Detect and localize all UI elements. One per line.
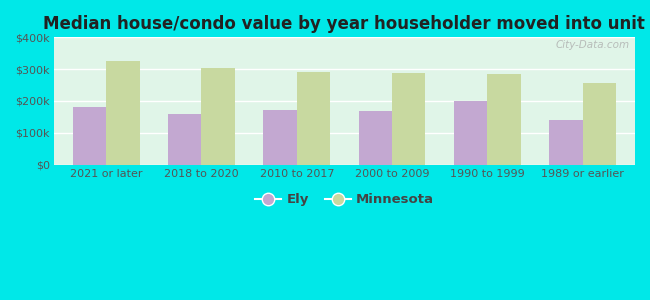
Bar [582, 83, 616, 165]
Bar [106, 61, 140, 165]
Bar [359, 111, 392, 165]
Text: City-Data.com: City-Data.com [555, 40, 629, 50]
Bar [549, 120, 582, 165]
Bar [202, 68, 235, 165]
Bar [297, 72, 330, 165]
Bar [263, 110, 297, 165]
Bar [168, 114, 202, 165]
Bar [454, 101, 488, 165]
Legend: Ely, Minnesota: Ely, Minnesota [250, 188, 439, 212]
Bar [488, 74, 521, 165]
Bar [392, 73, 425, 165]
Bar [73, 107, 106, 165]
Title: Median house/condo value by year householder moved into unit: Median house/condo value by year househo… [44, 15, 645, 33]
